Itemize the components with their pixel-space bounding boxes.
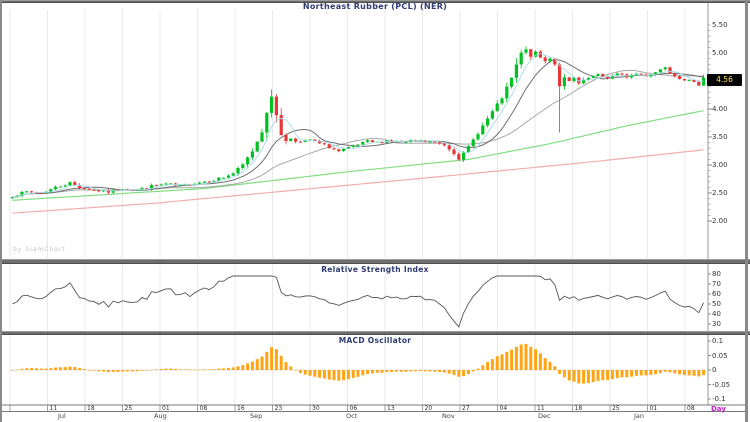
macd-axis-label: -0.05 <box>712 380 731 389</box>
date-label: 08 <box>687 404 695 412</box>
macd-divider-bar <box>0 331 750 335</box>
date-label: 25 <box>612 404 620 412</box>
rsi-axis-label: 80 <box>712 270 721 278</box>
month-label: Jan <box>634 411 645 420</box>
date-label: 11 <box>49 404 58 412</box>
top-divider-bar <box>0 0 750 3</box>
price-axis-label: 5.50 <box>712 21 728 29</box>
date-label: 23 <box>274 404 283 412</box>
date-label: 06 <box>349 404 358 412</box>
rsi-panel-title: Relative Strength Index <box>321 265 429 274</box>
watermark: by SiamChart <box>13 246 66 253</box>
left-border <box>0 0 2 422</box>
macd-axis-label: 0 <box>712 366 717 374</box>
chart-title: Northeast Rubber (PCL) (NER) <box>302 2 448 11</box>
date-label: 08 <box>199 404 208 412</box>
price-panel[interactable] <box>10 3 708 259</box>
price-axis-label: 4.00 <box>712 105 728 113</box>
macd-panel-title: MACD Oscillator <box>338 336 412 345</box>
right-border <box>745 0 748 422</box>
date-label: 01 <box>649 404 658 412</box>
macd-axis-label: 0.05 <box>712 351 728 360</box>
price-axis-label: 3.00 <box>712 161 728 169</box>
month-label: Dec <box>538 411 551 420</box>
date-label: 18 <box>87 404 95 412</box>
month-label: Oct <box>346 411 358 420</box>
macd-panel[interactable] <box>10 335 708 405</box>
date-label: 30 <box>312 404 320 412</box>
month-label: Nov <box>442 411 455 420</box>
date-label: 11 <box>537 404 545 412</box>
date-label: 27 <box>462 404 470 412</box>
rsi-axis-label: 30 <box>712 320 721 328</box>
rsi-axis-label: 70 <box>712 280 721 288</box>
price-axis-label: 2.50 <box>712 189 728 197</box>
month-label: Jul <box>58 411 66 420</box>
date-label: 25 <box>124 404 133 412</box>
price-axis-label: 2.00 <box>712 217 728 225</box>
current-price-badge: 4.56 <box>707 74 742 86</box>
date-label: 13 <box>387 404 395 412</box>
timeframe-label[interactable]: Day <box>711 405 726 413</box>
price-axis-label: 3.50 <box>712 133 728 141</box>
month-label: Aug <box>154 411 167 420</box>
rsi-axis-label: 50 <box>712 300 721 308</box>
macd-axis-label: -0.1 <box>712 395 726 403</box>
rsi-panel[interactable] <box>10 264 708 331</box>
date-label: 01 <box>162 404 170 412</box>
macd-axis-label: 0.1 <box>712 337 724 345</box>
rsi-axis-label: 60 <box>712 290 721 298</box>
date-label: 20 <box>424 404 433 412</box>
rsi-divider-bar <box>0 259 750 264</box>
rsi-axis-label: 40 <box>712 310 721 318</box>
date-label: 16 <box>237 404 245 412</box>
date-label: 04 <box>499 404 508 412</box>
date-label: 18 <box>574 404 583 412</box>
price-axis-label: 5.00 <box>712 49 728 57</box>
month-label: Sep <box>250 411 263 420</box>
